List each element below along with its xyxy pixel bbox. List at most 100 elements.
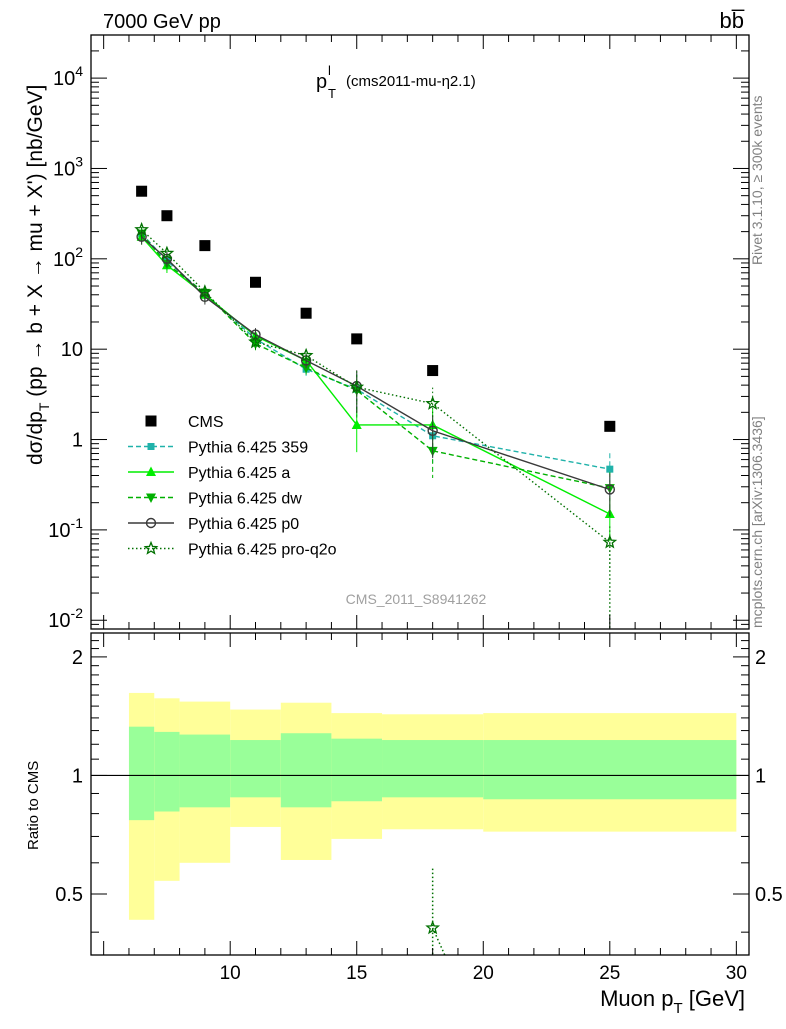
legend-entry: Pythia 6.425 dw (128, 491, 302, 508)
series-pythia-6-425-p0 (136, 230, 616, 517)
data-point (606, 465, 614, 473)
x-tick-label: 15 (346, 963, 367, 984)
legend-marker (145, 415, 157, 427)
legend-label: Pythia 6.425 pro-q2o (188, 542, 337, 559)
tick-base: 10 (53, 68, 75, 90)
data-point (351, 419, 362, 429)
legend-entry: Pythia 6.425 a (128, 465, 290, 482)
analysis-id: CMS_2011_S8941262 (346, 591, 487, 607)
tick-exp: 2 (75, 244, 83, 260)
main-frame (90, 34, 750, 630)
legend-marker (146, 466, 156, 476)
series-line (141, 229, 611, 543)
stat-uncertainty-band (483, 740, 737, 800)
ylabel-sub: T (36, 402, 52, 411)
legend-label: CMS (188, 414, 224, 431)
data-point (604, 420, 616, 432)
ratio-outlier-point (425, 920, 441, 935)
series-pythia-6-425-pro-q2o (134, 221, 618, 570)
main-y-axis-label: dσ/dpT (pp → b + X → mu + X') [nb/GeV] (24, 85, 52, 465)
stat-uncertainty-band (154, 731, 180, 812)
tick-base: 10 (48, 610, 70, 632)
data-point (161, 210, 173, 222)
data-point (604, 484, 616, 495)
data-point (199, 240, 211, 252)
legend-marker (147, 443, 155, 450)
series-line (141, 236, 611, 491)
data-point (351, 333, 363, 345)
legend-marker (145, 517, 157, 529)
data-point (248, 334, 263, 349)
ratio-frame (90, 632, 750, 956)
main-y-label-text: dσ/dpT (pp → b + X → mu + X') [nb/GeV] (24, 85, 52, 465)
tick-exp: -2 (71, 605, 84, 621)
legend-marker (146, 493, 156, 503)
tick-exp: 3 (75, 153, 83, 169)
legend-label: Pythia 6.425 359 (188, 440, 308, 457)
legend-label: Pythia 6.425 a (188, 465, 290, 482)
mcplots-label: mcplots.cern.ch [arXiv:1306.3436] (749, 416, 765, 628)
y-tick-label: 10-2 (48, 605, 83, 632)
energy-label: 7000 GeV pp (103, 11, 221, 33)
data-point (301, 363, 312, 374)
stat-uncertainty-band (230, 740, 281, 798)
y-tick-label: 1 (72, 430, 83, 452)
tick-exp: 4 (75, 63, 83, 79)
data-point (134, 221, 150, 236)
legend-entry: Pythia 6.425 359 (128, 440, 308, 457)
y-tick-label: 102 (53, 244, 83, 271)
observable-title: p l T (cms2011-mu-η2.1) (316, 63, 476, 101)
observable-sub: T (328, 86, 336, 101)
tick-exp: -1 (71, 515, 84, 531)
y-tick-label: 10 (61, 339, 83, 361)
legend-entry: Pythia 6.425 p0 (128, 516, 299, 533)
ratio-y-tick-label: 0.5 (55, 884, 83, 906)
series-cms (136, 185, 616, 432)
stat-uncertainty-band (179, 734, 231, 808)
data-point (300, 307, 312, 319)
xlabel-part: [GeV] (683, 986, 745, 1011)
data-point (349, 379, 365, 394)
xlabel-sub: T (673, 1000, 682, 1017)
xlabel-part: Muon p (600, 986, 673, 1011)
observable-main: p (316, 71, 327, 93)
data-point (602, 534, 618, 549)
stat-uncertainty-band (128, 726, 155, 821)
legend-entry: Pythia 6.425 pro-q2o (128, 540, 337, 559)
stat-uncertainty-band (331, 738, 383, 802)
data-point (427, 425, 438, 436)
observable-sup: l (328, 63, 331, 78)
y-tick-label: 104 (53, 63, 83, 90)
x-tick-label: 20 (473, 963, 494, 984)
series-line (141, 233, 610, 489)
series-line (141, 233, 610, 470)
x-tick-label: 10 (220, 963, 241, 984)
observable-note: (cms2011-mu-η2.1) (346, 73, 476, 90)
stat-uncertainty-band (280, 733, 332, 808)
x-axis-label: Muon pT [GeV] (600, 986, 745, 1017)
ratio-bands (91, 692, 749, 920)
ratio-y-tick-label-right: 2 (755, 647, 766, 669)
ratio-y-tick-label-right: 0.5 (755, 884, 783, 906)
ratio-outlier-line (431, 927, 446, 955)
ratio-marks (425, 868, 446, 955)
data-point (427, 365, 439, 377)
data-point (250, 276, 261, 288)
ratio-y-tick-label: 2 (72, 647, 83, 669)
data-point (161, 253, 173, 265)
tick-base: 10 (53, 158, 75, 180)
process-label: bb̅ (720, 8, 745, 33)
data-point (250, 329, 261, 340)
rivet-label: Rivet 3.1.10, ≥ 300k events (749, 95, 765, 265)
data-point (197, 284, 213, 299)
y-tick-label: 103 (53, 153, 83, 180)
tick-base: 10 (53, 249, 75, 271)
legend-label: Pythia 6.425 dw (188, 491, 302, 508)
x-tick-label: 25 (599, 963, 620, 984)
data-point (159, 245, 175, 260)
x-axis-label-text: Muon pT [GeV] (600, 986, 745, 1017)
ratio-y-tick-label-right: 1 (755, 765, 766, 787)
